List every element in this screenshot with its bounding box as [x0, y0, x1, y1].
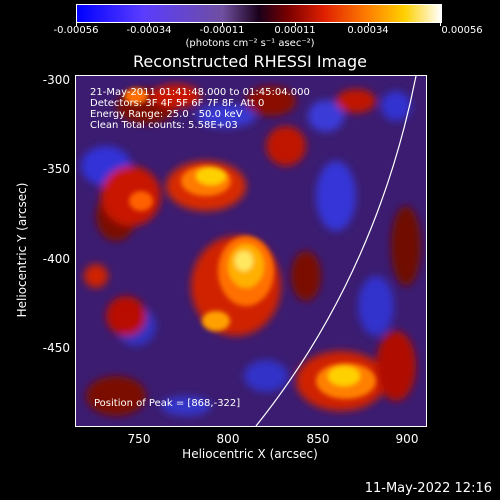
timestamp: 11-May-2022 12:16 [364, 481, 492, 496]
colorbar-tick-label: 0.00034 [347, 25, 389, 36]
x-tick-label: 850 [306, 432, 330, 446]
solar-limb [255, 76, 417, 426]
x-tick-label: 750 [127, 432, 151, 446]
colorbar [76, 4, 442, 23]
info-line: Detectors: 3F 4F 5F 6F 7F 8F, Att 0 [90, 98, 265, 109]
bright-sources [124, 88, 376, 399]
x-tick-label: 800 [216, 432, 240, 446]
colorbar-tick-label: 0.00056 [441, 25, 483, 36]
y-axis-label: Heliocentric Y (arcsec) [15, 182, 29, 318]
y-tick-label: -450 [42, 341, 70, 355]
colorbar-tick [149, 22, 150, 26]
colorbar-tick-label: 0.00011 [274, 25, 316, 36]
peak-position: Position of Peak = [868,-322] [94, 398, 241, 409]
x-axis-label: Heliocentric X (arcsec) [182, 447, 318, 461]
info-line: 21-May-2011 01:41:48.000 to 01:45:04.000 [90, 87, 310, 98]
colorbar-tick [295, 22, 296, 26]
y-tick-label: -300 [42, 73, 70, 87]
info-line: Energy Range: 25.0 - 50.0 keV [90, 109, 243, 120]
rhessi-image: 21-May-2011 01:41:48.000 to 01:45:04.000… [75, 75, 427, 427]
plot-title: Reconstructed RHESSI Image [133, 52, 367, 71]
image-canvas [76, 76, 426, 426]
x-tick-label: 900 [395, 432, 419, 446]
colorbar-units: (photons cm⁻² s⁻¹ asec⁻²) [185, 38, 315, 49]
info-line: Clean Total counts: 5.58E+03 [90, 120, 238, 131]
colorbar-tick-label: -0.00011 [199, 25, 245, 36]
colorbar-tick-label: -0.00056 [53, 25, 99, 36]
colorbar-tick [222, 22, 223, 26]
y-tick-label: -400 [42, 252, 70, 266]
y-tick-label: -350 [42, 162, 70, 176]
colorbar-tick-label: -0.00034 [126, 25, 172, 36]
colorbar-tick [368, 22, 369, 26]
colorbar-tick [76, 22, 77, 26]
colorbar-tick [440, 22, 441, 26]
